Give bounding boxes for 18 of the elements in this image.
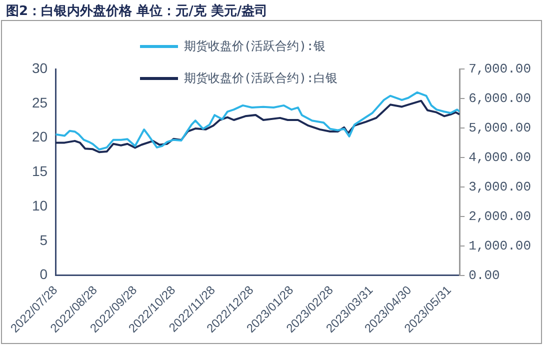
y2-tick-label: 0.00 xyxy=(468,268,500,283)
chart-title: 图2：白银内外盘价格 单位：元/克 美元/盎司 xyxy=(6,2,268,20)
y2-tick-label: 4,000.00 xyxy=(468,150,532,165)
y2-tick-label: 5,000.00 xyxy=(468,120,532,136)
y2-tick-label: 3,000.00 xyxy=(468,179,532,194)
y-tick-label: 25 xyxy=(32,94,48,110)
y2-tick-label: 2,000.00 xyxy=(468,208,532,224)
y-tick-label: 15 xyxy=(32,163,48,180)
y-tick-label: 0 xyxy=(40,266,48,282)
legend-label: 期货收盘价(活跃合约):银 xyxy=(184,38,326,54)
y2-tick-label: 7,000.00 xyxy=(468,61,532,76)
y-tick-label: 5 xyxy=(40,232,48,248)
legend-label: 期货收盘价(活跃合约):白银 xyxy=(184,70,338,86)
y-tick-label: 30 xyxy=(32,60,48,76)
y-tick-label: 10 xyxy=(32,197,48,214)
y2-tick-label: 6,000.00 xyxy=(468,90,532,106)
y2-tick-label: 1,000.00 xyxy=(468,238,532,254)
y-tick-label: 20 xyxy=(32,128,48,145)
